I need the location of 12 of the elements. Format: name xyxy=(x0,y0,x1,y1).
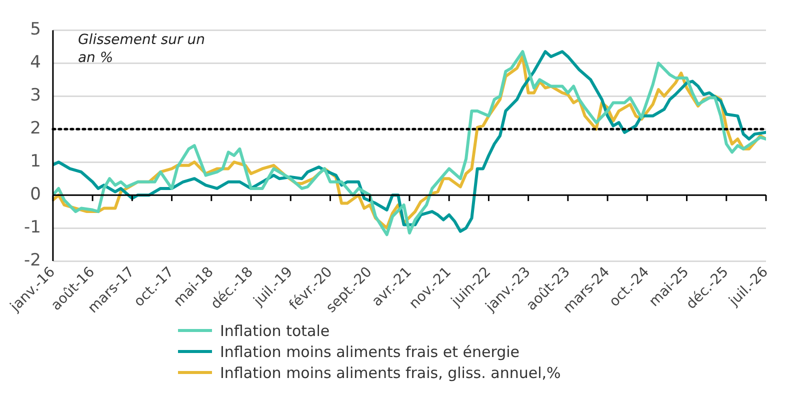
legend-label: Inflation moins aliments frais, gliss. annuel,% xyxy=(220,364,561,382)
y-tick-label: -1 xyxy=(24,217,41,238)
y-tick-label: 0 xyxy=(30,184,41,204)
legend-label: Inflation moins aliments frais et énergie xyxy=(220,342,520,360)
y-tick-label: -2 xyxy=(24,250,41,270)
legend-label: Inflation totale xyxy=(220,322,330,340)
y-tick-label: 1 xyxy=(30,152,41,172)
y-tick-label: 5 xyxy=(30,20,41,40)
y-tick-label: 2 xyxy=(30,118,41,139)
y-tick-label: 4 xyxy=(30,52,41,73)
y-tick-label: 3 xyxy=(30,86,41,106)
y-axis-title: Glissement sur un an % xyxy=(78,32,205,66)
